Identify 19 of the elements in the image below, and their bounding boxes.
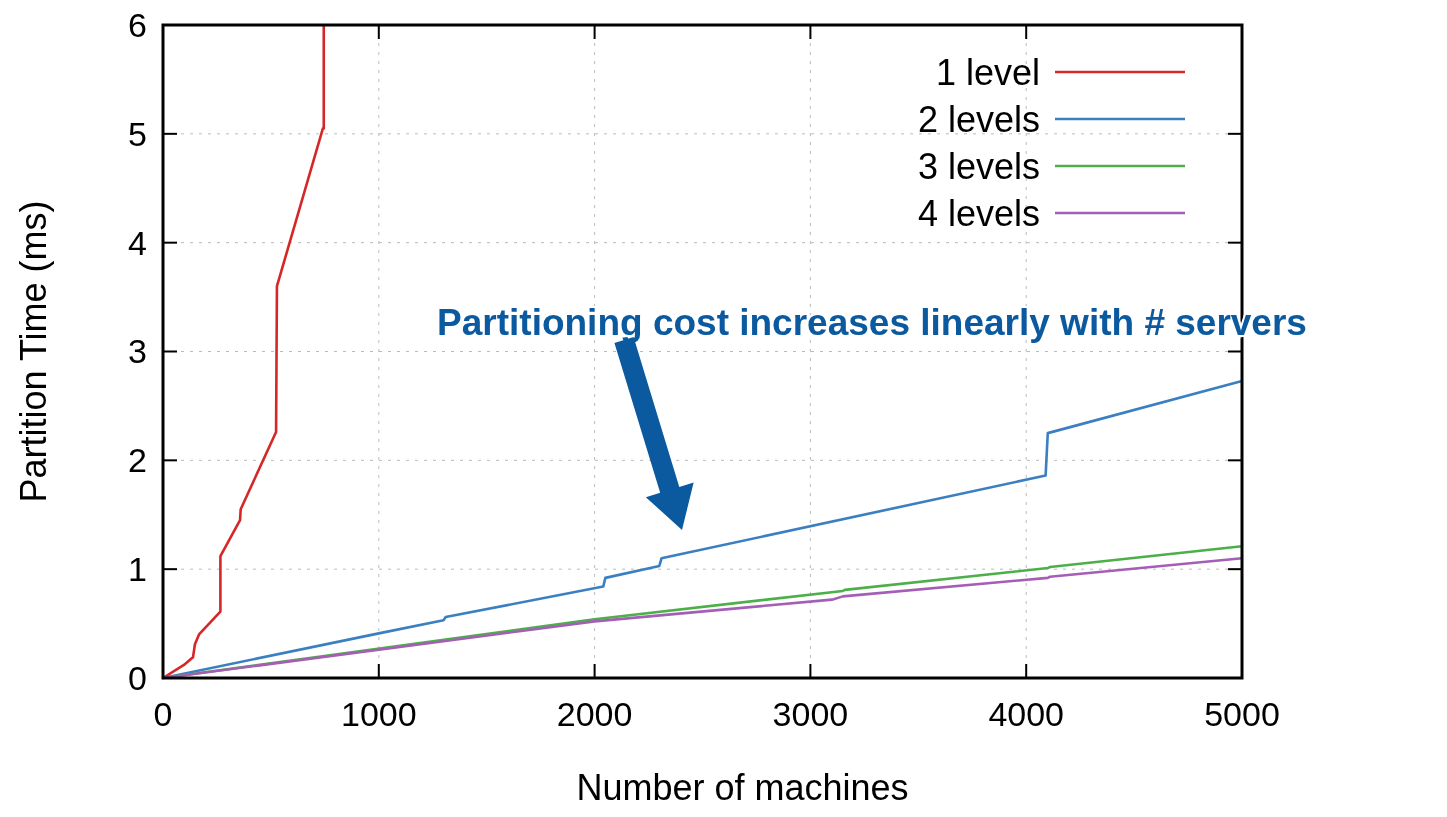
legend-label: 4 levels	[917, 192, 1040, 234]
y-tick-label: 2	[128, 441, 147, 480]
x-tick-label: 3000	[772, 695, 849, 733]
x-tick-label: 0	[153, 695, 173, 733]
y-axis-title: Partition Time (ms)	[13, 200, 54, 503]
x-tick-label: 1000	[340, 695, 417, 733]
y-tick-label: 3	[128, 332, 147, 371]
legend-label: 3 levels	[917, 145, 1040, 187]
y-tick-label: 6	[128, 5, 147, 44]
y-tick-label: 1	[128, 550, 147, 589]
y-tick-label: 0	[128, 658, 147, 697]
legend-label: 1 level	[935, 51, 1040, 93]
x-axis-title: Number of machines	[576, 767, 909, 808]
x-tick-label: 4000	[988, 695, 1065, 733]
x-tick-label: 2000	[556, 695, 633, 733]
y-tick-label: 5	[128, 114, 147, 153]
y-tick-label: 4	[128, 223, 147, 262]
x-tick-label: 5000	[1204, 695, 1280, 733]
legend-label: 2 levels	[917, 98, 1040, 140]
